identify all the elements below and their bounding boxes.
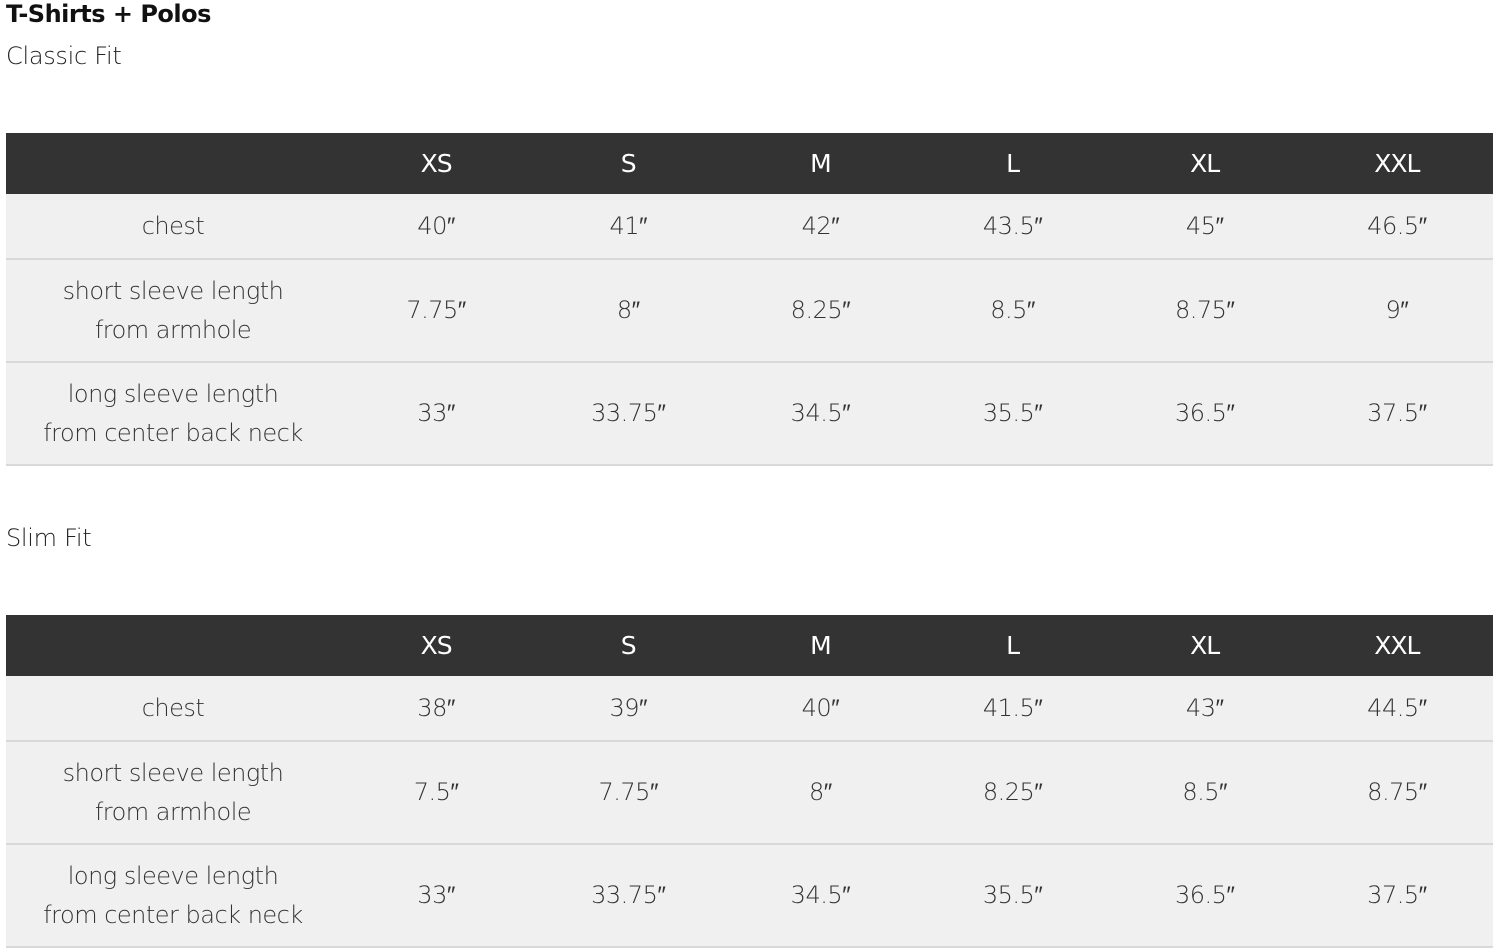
size-table: XS S M L XL XXL chest 38″ 39″ 40″ 41.5″ 43″ 44.5″ sho… [6, 615, 1493, 948]
measurement-cell: 7.5″ [340, 741, 533, 845]
row-label-line: long sleeve length [67, 861, 279, 890]
table-row: short sleeve length from armhole 7.5″ 7.75″… [6, 741, 1493, 845]
row-label-line: chest [141, 211, 205, 240]
header-blank [6, 133, 340, 194]
header-row: XS S M L XL XXL [6, 133, 1493, 194]
measurement-cell: 34.5″ [724, 844, 917, 948]
row-label-line: from center back neck [43, 418, 303, 447]
measurement-cell: 40″ [340, 194, 533, 260]
measurement-cell: 43″ [1108, 676, 1301, 742]
size-header: XXL [1300, 615, 1493, 676]
measurement-cell: 42″ [724, 194, 917, 260]
measurement-cell: 45″ [1108, 194, 1301, 260]
size-header: XS [340, 615, 533, 676]
measurement-cell: 37.5″ [1300, 362, 1493, 466]
measurement-cell: 8.75″ [1108, 259, 1301, 363]
row-label-line: chest [141, 693, 205, 722]
table-row: long sleeve length from center back neck 3… [6, 362, 1493, 466]
row-label-line: short sleeve length [62, 758, 284, 787]
measurement-cell: 33.75″ [532, 844, 725, 948]
measurement-cell: 33″ [340, 844, 533, 948]
measurement-cell: 41″ [532, 194, 725, 260]
measurement-cell: 41.5″ [916, 676, 1109, 742]
measurement-cell: 33″ [340, 362, 533, 466]
fit-heading: Slim Fit [6, 524, 92, 552]
row-label: short sleeve length from armhole [6, 259, 340, 363]
table-row: long sleeve length from center back neck 3… [6, 844, 1493, 948]
measurement-cell: 36.5″ [1108, 844, 1301, 948]
measurement-cell: 8″ [724, 741, 917, 845]
row-label: short sleeve length from armhole [6, 741, 340, 845]
size-header: S [532, 615, 725, 676]
row-label: chest [6, 194, 340, 260]
header-row: XS S M L XL XXL [6, 615, 1493, 676]
table-row: short sleeve length from armhole 7.75″ 8″ 8.… [6, 259, 1493, 363]
table-row: chest 40″ 41″ 42″ 43.5″ 45″ 46.5″ [6, 194, 1493, 260]
header-blank [6, 615, 340, 676]
fit-heading: Classic Fit [6, 42, 122, 70]
row-label: long sleeve length from center back neck [6, 844, 340, 948]
measurement-cell: 43.5″ [916, 194, 1109, 260]
measurement-cell: 37.5″ [1300, 844, 1493, 948]
size-header: S [532, 133, 725, 194]
measurement-cell: 8″ [532, 259, 725, 363]
measurement-cell: 8.5″ [916, 259, 1109, 363]
row-label-line: from armhole [94, 315, 252, 344]
measurement-cell: 35.5″ [916, 362, 1109, 466]
measurement-cell: 34.5″ [724, 362, 917, 466]
size-header: XXL [1300, 133, 1493, 194]
size-header: XL [1108, 615, 1301, 676]
measurement-cell: 8.25″ [724, 259, 917, 363]
page-title: T-Shirts + Polos [6, 0, 211, 28]
measurement-cell: 44.5″ [1300, 676, 1493, 742]
table-row: chest 38″ 39″ 40″ 41.5″ 43″ 44.5″ [6, 676, 1493, 742]
measurement-cell: 7.75″ [532, 741, 725, 845]
size-header: M [724, 615, 917, 676]
measurement-cell: 8.25″ [916, 741, 1109, 845]
row-label-line: long sleeve length [67, 379, 279, 408]
row-label-line: short sleeve length [62, 276, 284, 305]
measurement-cell: 46.5″ [1300, 194, 1493, 260]
measurement-cell: 7.75″ [340, 259, 533, 363]
size-header: L [916, 133, 1109, 194]
measurement-cell: 8.75″ [1300, 741, 1493, 845]
measurement-cell: 8.5″ [1108, 741, 1301, 845]
size-header: M [724, 133, 917, 194]
measurement-cell: 39″ [532, 676, 725, 742]
size-header: XS [340, 133, 533, 194]
measurement-cell: 33.75″ [532, 362, 725, 466]
measurement-cell: 9″ [1300, 259, 1493, 363]
size-table: XS S M L XL XXL chest 40″ 41″ 42″ 43.5″ 45″ 46.5″ sho… [6, 133, 1493, 466]
row-label: chest [6, 676, 340, 742]
measurement-cell: 36.5″ [1108, 362, 1301, 466]
measurement-cell: 40″ [724, 676, 917, 742]
row-label: long sleeve length from center back neck [6, 362, 340, 466]
measurement-cell: 35.5″ [916, 844, 1109, 948]
row-label-line: from center back neck [43, 900, 303, 929]
size-header: XL [1108, 133, 1301, 194]
row-label-line: from armhole [94, 797, 252, 826]
size-header: L [916, 615, 1109, 676]
measurement-cell: 38″ [340, 676, 533, 742]
